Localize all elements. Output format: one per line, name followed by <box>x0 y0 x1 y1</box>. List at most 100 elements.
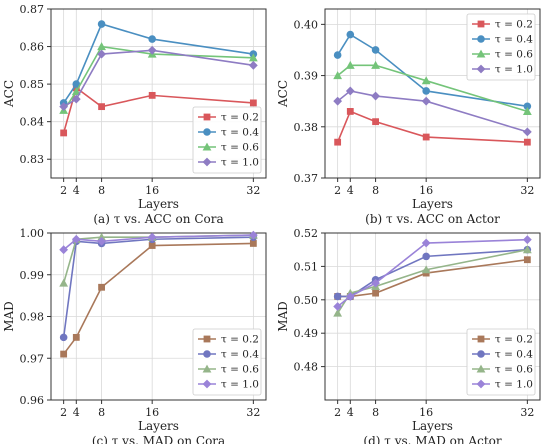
data-point <box>345 86 355 96</box>
y-tick-label: 0.97 <box>20 352 45 365</box>
y-tick-label: 0.51 <box>294 260 319 273</box>
series-2 <box>59 233 258 342</box>
y-axis-label: ACC <box>2 80 16 108</box>
legend-swatch-marker <box>202 157 212 167</box>
x-tick-label: 2 <box>334 406 341 419</box>
x-axis-label: Layers <box>138 197 179 211</box>
data-point <box>147 45 157 55</box>
y-axis-label: MAD <box>2 301 16 332</box>
data-point <box>346 108 354 115</box>
data-point <box>248 53 258 62</box>
chart-panel-4: 0.48 0.49 0.50 0.51 0.52 2 4 8 16 32 Layers MAD (d) … <box>276 227 541 444</box>
legend-label: τ = 0.2 <box>495 334 533 346</box>
data-point <box>97 20 106 28</box>
y-tick-label: 0.84 <box>20 116 45 129</box>
legend-label: τ = 0.6 <box>221 142 259 154</box>
series-2 <box>333 30 532 111</box>
data-point <box>97 42 106 51</box>
data-point <box>248 60 258 70</box>
data-point <box>522 245 532 254</box>
legend-swatch-marker <box>476 49 486 58</box>
series-1 <box>334 256 531 300</box>
data-point <box>522 107 532 115</box>
x-tick-label: 32 <box>246 184 260 197</box>
series-line <box>337 258 528 298</box>
data-point <box>249 99 257 107</box>
data-point <box>71 234 81 244</box>
y-tick-label: 0.48 <box>294 361 319 374</box>
series-4 <box>59 230 258 255</box>
data-point <box>422 87 430 95</box>
legend: τ = 0.2 τ = 0.4 τ = 0.6 τ = 1.0 <box>192 328 262 396</box>
plot-frame <box>50 8 267 179</box>
series-3 <box>333 60 532 115</box>
data-point <box>72 333 80 341</box>
plot-frame <box>324 8 541 179</box>
legend-box <box>192 106 262 174</box>
data-point <box>371 278 380 288</box>
data-point <box>372 118 379 126</box>
data-point <box>421 265 431 274</box>
series-line <box>63 49 254 108</box>
data-point <box>248 230 258 240</box>
x-tick-label: 16 <box>145 406 159 419</box>
data-point <box>371 91 380 101</box>
legend-label: τ = 1.0 <box>495 379 533 391</box>
y-tick-label: 0.99 <box>20 269 45 282</box>
legend-swatch-marker <box>477 20 485 28</box>
legend-box <box>466 328 536 396</box>
data-point <box>334 138 342 146</box>
x-tick-label: 4 <box>73 184 80 197</box>
series-1 <box>60 240 257 358</box>
y-tick-label: 0.38 <box>294 121 319 134</box>
series-4 <box>59 45 258 112</box>
x-axis-label: Layers <box>412 419 453 433</box>
legend-swatch-marker <box>477 335 485 343</box>
series-line <box>337 238 528 308</box>
series-line <box>62 236 254 338</box>
y-tick-label: 0.40 <box>294 18 319 31</box>
data-point <box>59 102 69 112</box>
x-tick-label: 4 <box>347 184 354 197</box>
legend-swatch-marker <box>476 364 486 373</box>
y-tick-label: 0.86 <box>20 41 45 54</box>
data-point <box>72 80 81 88</box>
data-point <box>333 71 343 80</box>
legend-swatch-marker <box>203 128 211 136</box>
x-tick-label: 32 <box>246 406 260 419</box>
legend-swatch-marker <box>476 64 486 74</box>
data-point <box>60 350 68 358</box>
x-tick-label: 8 <box>98 406 105 419</box>
x-axis-label: Layers <box>138 419 179 433</box>
data-point <box>148 242 156 249</box>
data-point <box>148 91 156 99</box>
panel-caption: (a) τ vs. ACC on Cora <box>93 212 223 226</box>
chart-panel-1: 0.83 0.84 0.85 0.86 0.87 2 4 8 16 32 Layers ACC (a) … <box>2 3 267 226</box>
figure-panels: 0.830.840.850.860.872 4 8 16 32LayersACC(a) … <box>2 3 541 444</box>
legend-label: τ = 0.4 <box>495 349 533 361</box>
y-tick-label: 0.96 <box>20 394 45 407</box>
legend-label: τ = 0.6 <box>495 364 533 376</box>
y-tick-label: 0.98 <box>20 311 45 324</box>
x-tick-label: 2 <box>60 406 67 419</box>
data-point <box>71 87 81 96</box>
data-point <box>523 138 531 146</box>
data-point <box>333 302 343 311</box>
legend-label: τ = 1.0 <box>221 379 259 391</box>
panel-caption: (c) τ vs. MAD on Cora <box>92 434 225 444</box>
data-point <box>421 96 431 106</box>
legend-label: τ = 0.2 <box>495 19 533 31</box>
data-point <box>371 60 380 69</box>
y-tick-label: 0.49 <box>294 327 319 340</box>
x-tick-label: 32 <box>520 184 534 197</box>
data-point <box>147 232 157 242</box>
data-point <box>333 308 343 317</box>
y-tick-label: 1.00 <box>20 227 45 240</box>
x-tick-label: 4 <box>73 406 80 419</box>
data-point <box>345 292 355 301</box>
legend-swatch-marker <box>202 364 212 373</box>
y-tick-label: 0.85 <box>20 78 45 91</box>
x-tick-label: 16 <box>419 406 433 419</box>
series-line <box>337 90 528 133</box>
series-line <box>336 248 528 314</box>
